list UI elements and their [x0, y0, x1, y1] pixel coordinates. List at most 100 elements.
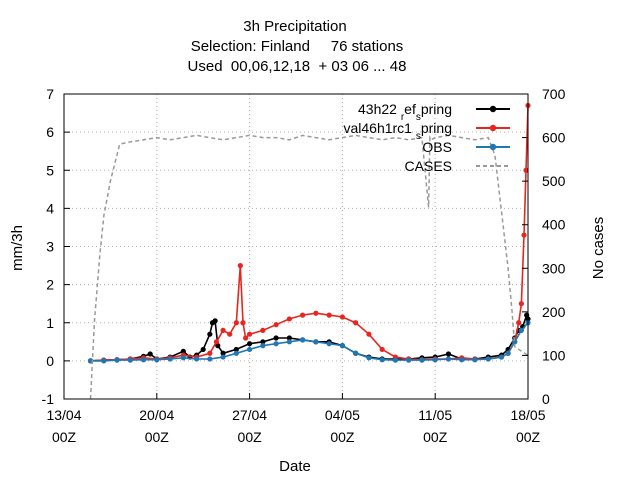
- series-point-2: [313, 339, 319, 345]
- series-point-2: [220, 354, 226, 360]
- series-point-1: [366, 331, 372, 337]
- x-tick-label: 00Z: [330, 429, 355, 445]
- series-point-2: [286, 339, 292, 345]
- x-tick-label: 20/04: [139, 407, 174, 423]
- series-point-2: [154, 357, 160, 363]
- legend-label: OBS: [422, 139, 452, 155]
- x-tick-label: 00Z: [145, 429, 170, 445]
- legend-label-part: ef: [404, 101, 416, 117]
- series-point-1: [240, 320, 246, 326]
- y2-tick-label: 500: [542, 173, 566, 189]
- axis-ticks: -1 0 1 2 3 4 5 6 7 0 100 200 300 400 500 600 700 13/04 00Z…: [42, 86, 566, 445]
- series-point-1: [339, 314, 345, 320]
- series-point-2: [260, 343, 266, 349]
- chart-subtitle-2: Used 00,06,12,18 + 03 06 ... 48: [188, 58, 407, 75]
- series-point-2: [512, 339, 518, 345]
- x-tick-label: 00Z: [516, 429, 541, 445]
- series-line-3: [89, 134, 529, 400]
- legend-label-part: CASES: [405, 158, 452, 174]
- x-tick-label: 13/04: [46, 407, 81, 423]
- series-point-0: [233, 346, 239, 353]
- series-point-2: [445, 356, 452, 362]
- series-point-1: [518, 301, 524, 307]
- y-tick-label: 0: [46, 353, 54, 369]
- y2-tick-label: 400: [542, 217, 566, 233]
- series-point-2: [353, 350, 359, 356]
- legend-label-part: val46h1rc1: [343, 120, 415, 136]
- series-point-2: [366, 355, 372, 361]
- series-point-2: [207, 356, 213, 362]
- series-line-2: [90, 322, 529, 362]
- legend-marker: [489, 124, 497, 132]
- y-tick-label: 2: [46, 277, 54, 293]
- series-point-0: [445, 351, 452, 357]
- legend-label: CASES: [405, 158, 452, 174]
- series-point-2: [379, 357, 385, 363]
- x-axis-label: Date: [279, 458, 311, 475]
- y2-tick-label: 700: [542, 86, 566, 102]
- chart-title: 3h Precipitation: [243, 18, 346, 35]
- series-point-1: [243, 335, 249, 341]
- series-point-2: [247, 346, 253, 353]
- series-point-2: [193, 356, 200, 362]
- legend-marker: [489, 105, 497, 113]
- series-point-1: [247, 331, 253, 337]
- series-point-0: [286, 335, 292, 341]
- series-layer: [87, 102, 531, 400]
- x-tick-label: 27/04: [232, 407, 267, 423]
- series-point-1: [227, 331, 233, 337]
- y-tick-label: 7: [46, 86, 54, 102]
- series-point-0: [220, 350, 226, 356]
- y-tick-label: 3: [46, 239, 54, 255]
- y-tick-label: -1: [42, 391, 55, 407]
- series-point-1: [237, 262, 243, 269]
- y-tick-label: 5: [46, 162, 54, 178]
- series-point-2: [127, 357, 133, 363]
- y-tick-label: 1: [46, 315, 54, 331]
- legend-label-part: r: [401, 112, 405, 123]
- legend-label-part: s: [416, 131, 421, 142]
- series-point-1: [273, 322, 279, 328]
- series-point-1: [207, 350, 213, 356]
- series-point-1: [326, 312, 332, 318]
- legend-label: 43h22 refspring: [358, 101, 452, 123]
- series-point-2: [518, 327, 524, 333]
- series-point-0: [247, 341, 253, 347]
- legend-label-part: OBS: [422, 139, 452, 155]
- x-tick-label: 18/05: [510, 407, 545, 423]
- x-tick-label: 04/05: [325, 407, 360, 423]
- y-tick-label: 6: [46, 124, 54, 140]
- series-point-2: [180, 355, 186, 361]
- x-tick-label: 00Z: [238, 429, 263, 445]
- series-point-2: [505, 350, 511, 356]
- series-point-0: [200, 346, 206, 353]
- series-point-1: [233, 320, 239, 326]
- series-point-1: [220, 327, 226, 333]
- y2-tick-label: 200: [542, 304, 566, 320]
- series-point-2: [114, 357, 120, 363]
- y-tick-label: 4: [46, 200, 54, 216]
- series-point-2: [233, 350, 239, 356]
- series-point-1: [313, 310, 319, 316]
- y2-axis-label: No cases: [590, 217, 607, 280]
- series-point-2: [167, 356, 173, 362]
- series-point-0: [260, 339, 266, 345]
- y-axis-label: mm/3h: [9, 225, 26, 271]
- x-tick-label: 00Z: [52, 429, 77, 445]
- series-point-0: [147, 351, 153, 357]
- series-point-1: [260, 327, 266, 333]
- series-point-2: [326, 341, 332, 347]
- series-point-2: [459, 357, 465, 363]
- series-point-2: [498, 354, 505, 360]
- y2-tick-label: 0: [542, 391, 550, 407]
- series-point-1: [379, 346, 385, 353]
- series-point-0: [212, 318, 218, 324]
- series-point-2: [101, 358, 107, 364]
- series-point-2: [472, 357, 478, 363]
- legend-label-part: 43h22: [358, 101, 401, 117]
- legend-label-part: pring: [421, 120, 452, 136]
- grid-lines: [64, 94, 528, 399]
